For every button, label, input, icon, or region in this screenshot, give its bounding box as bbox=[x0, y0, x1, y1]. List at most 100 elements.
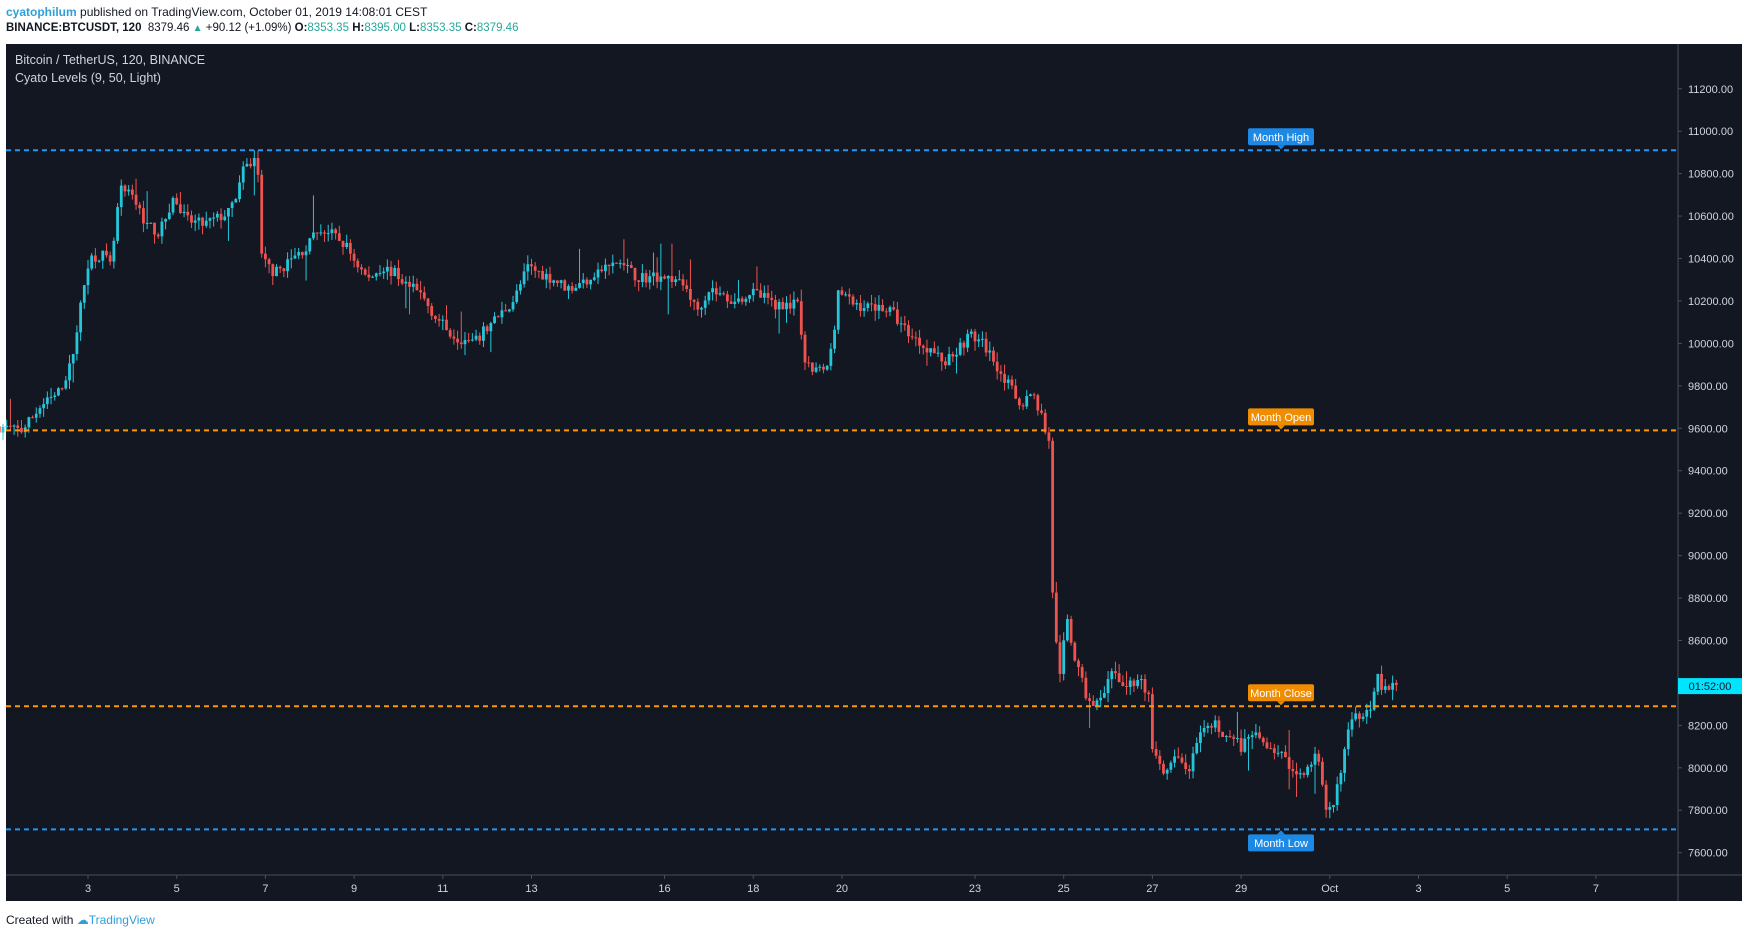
candle-down bbox=[962, 342, 966, 348]
candle-up bbox=[27, 417, 31, 428]
candle-up bbox=[127, 189, 131, 192]
candle-up bbox=[737, 298, 740, 302]
author-link[interactable]: cyatophilum bbox=[6, 5, 77, 19]
candle-up bbox=[574, 287, 578, 291]
indicator-legend[interactable]: Cyato Levels (9, 50, Light) bbox=[15, 71, 161, 85]
candle-up bbox=[119, 185, 123, 208]
candle-up bbox=[304, 251, 308, 256]
candle-down bbox=[884, 311, 888, 313]
candle-down bbox=[940, 352, 944, 362]
candle-down bbox=[315, 232, 319, 234]
chart-legend-title: Bitcoin / TetherUS, 120, BINANCE bbox=[15, 53, 205, 67]
candle-down bbox=[452, 336, 456, 339]
candle-down bbox=[267, 259, 271, 265]
footer: Created with ☁TradingView bbox=[6, 913, 155, 927]
candle-down bbox=[1036, 395, 1040, 411]
y-tick-label: 10800.00 bbox=[1688, 169, 1734, 181]
candle-up bbox=[777, 301, 781, 310]
candle-up bbox=[748, 295, 751, 299]
candle-up bbox=[707, 292, 711, 301]
candle-down bbox=[681, 279, 685, 286]
candle-up bbox=[382, 271, 386, 274]
candle-down bbox=[1010, 379, 1014, 386]
candle-down bbox=[1147, 692, 1151, 695]
candle-down bbox=[1040, 410, 1043, 413]
tradingview-brand[interactable]: TradingView bbox=[88, 913, 155, 927]
level-label-box[interactable] bbox=[1248, 834, 1314, 852]
x-tick-label: 3 bbox=[85, 883, 91, 895]
candle-up bbox=[489, 323, 493, 332]
candle-up bbox=[308, 238, 312, 252]
candle-down bbox=[770, 297, 774, 300]
candle-down bbox=[932, 348, 936, 354]
y-tick-label: 10600.00 bbox=[1688, 211, 1734, 223]
candle-up bbox=[42, 404, 46, 409]
candle-up bbox=[112, 240, 116, 262]
candle-up bbox=[193, 220, 197, 223]
candle-up bbox=[825, 365, 829, 370]
candle-up bbox=[833, 329, 836, 349]
candle-up bbox=[252, 157, 256, 167]
candle-up bbox=[1247, 737, 1250, 739]
close-label: C: bbox=[464, 22, 477, 34]
candle-up bbox=[385, 266, 389, 272]
plot-area[interactable] bbox=[6, 44, 1678, 901]
candle-down bbox=[448, 330, 452, 337]
candle-down bbox=[822, 366, 825, 370]
candle-down bbox=[859, 303, 862, 311]
level-label-box[interactable] bbox=[1248, 684, 1314, 702]
candle-up bbox=[1298, 773, 1302, 775]
level-label: Month Close bbox=[1250, 688, 1312, 700]
candle-down bbox=[1324, 784, 1328, 810]
candle-down bbox=[1151, 694, 1154, 750]
candle-up bbox=[1102, 693, 1106, 698]
candle-up bbox=[578, 283, 581, 288]
level-label-box[interactable] bbox=[1248, 408, 1314, 426]
candle-up bbox=[1309, 764, 1313, 767]
candle-down bbox=[138, 204, 142, 209]
candle-up bbox=[733, 301, 737, 304]
candle-down bbox=[389, 266, 393, 277]
levels-group: Month High Month Open Month Close Month Low bbox=[6, 128, 1678, 852]
candle-down bbox=[175, 197, 179, 205]
candle-up bbox=[1062, 640, 1066, 674]
candle-up bbox=[441, 319, 445, 321]
candle-down bbox=[944, 361, 947, 366]
candle-up bbox=[744, 298, 748, 302]
candle-up bbox=[511, 302, 515, 310]
candle-up bbox=[411, 283, 415, 287]
candle-up bbox=[544, 273, 548, 280]
candle-up bbox=[1099, 697, 1103, 701]
candle-down bbox=[810, 362, 814, 372]
candle-up bbox=[1065, 618, 1069, 641]
candle-up bbox=[57, 388, 60, 396]
candle-down bbox=[360, 267, 363, 270]
candle-up bbox=[677, 279, 681, 281]
candle-up bbox=[988, 350, 992, 353]
price-axis[interactable] bbox=[1678, 44, 1742, 901]
candle-down bbox=[530, 264, 533, 267]
candle-up bbox=[97, 260, 101, 262]
candle-down bbox=[1003, 373, 1006, 383]
candle-down bbox=[1084, 677, 1088, 699]
candle-down bbox=[973, 331, 977, 342]
candle-up bbox=[1365, 710, 1369, 717]
candle-up bbox=[160, 221, 164, 237]
candle-down bbox=[840, 290, 844, 295]
y-tick-label: 8800.00 bbox=[1688, 593, 1728, 605]
candle-down bbox=[1080, 667, 1084, 678]
candle-up bbox=[167, 212, 171, 219]
price-change: +90.12 (+1.09%) bbox=[205, 22, 292, 34]
high-value: 8395.00 bbox=[364, 22, 406, 34]
candle-down bbox=[1054, 592, 1058, 643]
candle-up bbox=[1346, 729, 1350, 750]
candle-down bbox=[796, 299, 799, 302]
level-label: Month Open bbox=[1251, 412, 1312, 424]
x-tick-label: 29 bbox=[1235, 883, 1247, 895]
level-label-box[interactable] bbox=[1248, 128, 1314, 146]
candle-up bbox=[899, 323, 903, 325]
candle-down bbox=[419, 290, 423, 293]
candle-up bbox=[238, 182, 241, 200]
candle-up bbox=[1354, 713, 1358, 720]
